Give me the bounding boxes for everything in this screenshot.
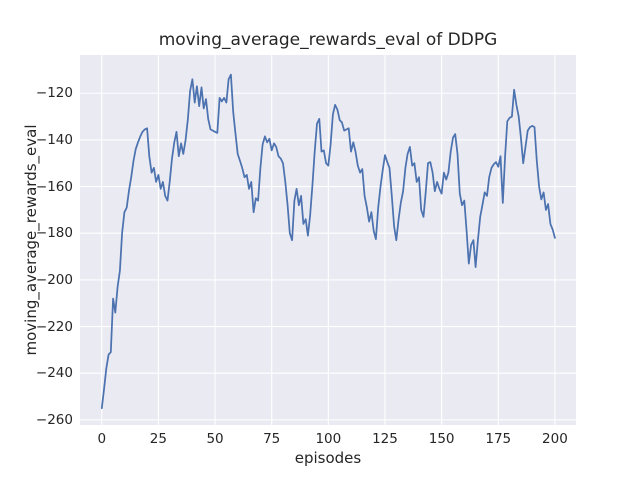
x-tick-label: 175 (485, 431, 512, 447)
x-tick-label: 125 (372, 431, 398, 447)
y-tick-label: −120 (35, 85, 73, 102)
y-tick-label: −260 (35, 411, 73, 428)
x-tick-label: 25 (149, 431, 167, 447)
x-tick-label: 100 (315, 431, 342, 447)
y-tick-label: −140 (35, 131, 73, 148)
y-tick-label: −200 (35, 271, 73, 288)
y-tick-label: −240 (35, 365, 73, 382)
y-tick-label: −220 (35, 318, 73, 335)
x-axis-label: episodes (294, 449, 362, 467)
x-tick-label: 150 (428, 431, 455, 447)
x-tick-label: 0 (97, 431, 107, 447)
y-tick-label: −180 (35, 225, 73, 242)
x-tick-label: 200 (542, 431, 568, 447)
y-tick-label: −160 (35, 178, 73, 195)
grid (80, 55, 576, 425)
reward-line-series (100, 73, 556, 410)
x-tick-label: 50 (206, 431, 224, 447)
x-tick-label: 75 (263, 431, 281, 447)
chart-title: moving_average_rewards_eval of DDPG (158, 30, 498, 50)
